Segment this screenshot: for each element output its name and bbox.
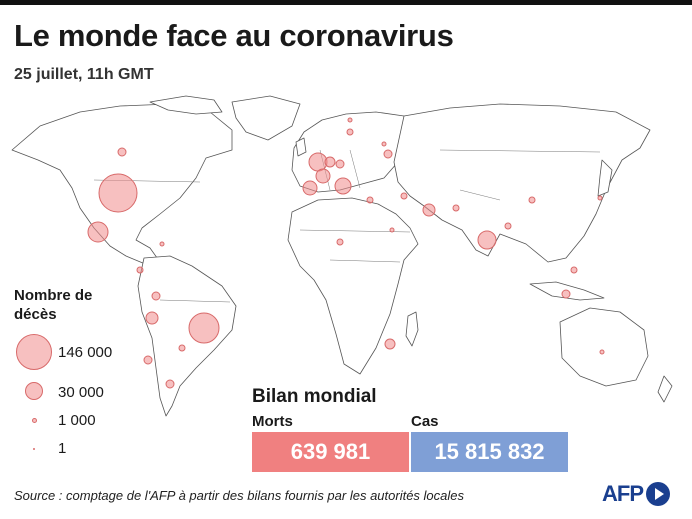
- bubble-iran: [422, 203, 436, 217]
- bubble-argentina: [165, 379, 175, 389]
- legend-item-large: 146 000: [0, 334, 180, 374]
- new-zealand: [657, 375, 673, 403]
- death-bubbles: [87, 117, 605, 389]
- asia: [393, 103, 651, 263]
- legend-title: Nombre de décès: [14, 287, 93, 323]
- bubble-russia: [383, 149, 393, 159]
- legend-item-small: 1 000: [0, 412, 180, 452]
- bubble-philippines: [570, 266, 578, 274]
- legend-circle-30000: [25, 382, 43, 400]
- bubble-haiti: [159, 241, 165, 247]
- bubble-spain: [302, 180, 318, 196]
- bubble-sudan: [389, 227, 395, 233]
- africa: [287, 197, 419, 375]
- source-note: Source : comptage de l'AFP à partir des …: [14, 488, 465, 503]
- legend-label: 146 000: [58, 344, 113, 361]
- madagascar: [405, 311, 419, 347]
- legend-item-tiny: 1: [0, 440, 180, 480]
- bubble-pakistan: [452, 204, 460, 212]
- legend-label: 1: [58, 440, 67, 457]
- legend-circle-1000: [32, 418, 37, 423]
- bubble-mexico: [87, 221, 109, 243]
- bubble-brazil: [188, 312, 220, 344]
- bubble-bangladesh: [504, 222, 512, 230]
- deaths-label: Morts: [252, 413, 293, 430]
- bubble-finland: [347, 117, 353, 123]
- page-title: Le monde face au coronavirus: [14, 18, 454, 53]
- bubble-canada: [117, 147, 127, 157]
- world-map: [11, 95, 673, 417]
- cases-value-box: 15 815 832: [411, 432, 568, 472]
- legend-circle-1: [33, 448, 35, 450]
- cases-value: 15 815 832: [434, 439, 545, 464]
- bubble-indonesia: [561, 289, 571, 299]
- legend-item-medium: 30 000: [0, 382, 180, 422]
- uk: [295, 137, 307, 157]
- greenland: [231, 95, 301, 141]
- japan: [597, 159, 613, 197]
- bubble-egypt: [366, 196, 374, 204]
- bubble-china: [528, 196, 536, 204]
- cases-label: Cas: [411, 413, 439, 430]
- afp-logo: AFP: [602, 479, 670, 509]
- bubble-nigeria: [336, 238, 344, 246]
- bubble-australia: [599, 349, 605, 355]
- bubble-belarus: [381, 141, 387, 147]
- bubble-south-africa: [384, 338, 396, 350]
- bubble-usa: [98, 173, 138, 213]
- australia: [559, 307, 649, 387]
- afp-logo-text: AFP: [602, 481, 644, 506]
- bubble-bolivia: [178, 344, 186, 352]
- bubble-italy: [334, 177, 352, 195]
- legend-label: 30 000: [58, 384, 104, 401]
- legend-circle-146000: [16, 334, 52, 370]
- deaths-value: 639 981: [290, 439, 371, 464]
- bubble-peru: [145, 311, 159, 325]
- country-borders: [93, 149, 601, 303]
- legend-label: 1 000: [58, 412, 96, 429]
- south-america: [137, 255, 237, 417]
- bubble-france: [315, 168, 331, 184]
- bubble-uk: [308, 152, 328, 172]
- bubble-japan: [597, 195, 603, 201]
- bubble-germany: [335, 159, 345, 169]
- continents: [11, 95, 673, 417]
- bubble-guatemala: [136, 266, 144, 274]
- top-rule: [0, 0, 692, 5]
- afp-logo-icon: [646, 482, 670, 506]
- bubble-colombia: [151, 291, 161, 301]
- bubble-chile: [143, 355, 153, 365]
- page-subtitle: 25 juillet, 11h GMT: [14, 66, 154, 83]
- canadian-arctic: [149, 95, 223, 115]
- deaths-value-box: 639 981: [252, 432, 409, 472]
- bubble-india: [477, 230, 497, 250]
- global-summary-title: Bilan mondial: [252, 386, 377, 407]
- bubble-sweden: [346, 128, 354, 136]
- bubble-turkey: [400, 192, 408, 200]
- bubble-belgium: [324, 156, 336, 168]
